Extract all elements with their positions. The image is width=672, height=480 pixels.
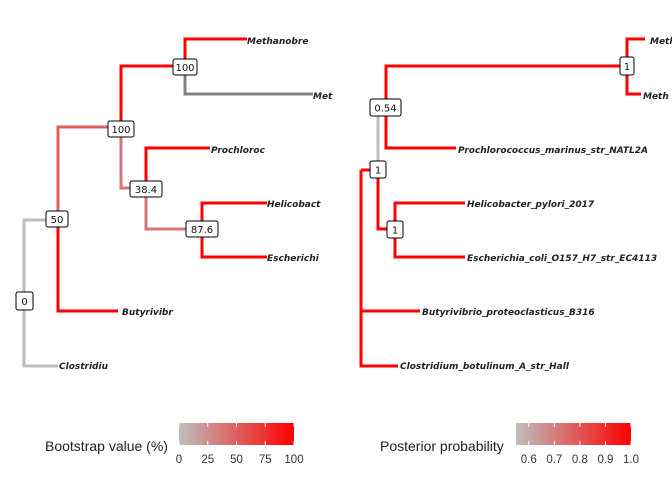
branch-to-methanobre	[183, 37, 247, 66]
branch-root-to-clostridium-right	[359, 170, 398, 368]
posterior-legend: Posterior probability 0.6 0.7 0.8 0.9 1.0	[380, 423, 639, 466]
branch-root-to-butyrivibrio-clade	[22, 218, 58, 301]
bootstrap-legend-tick-label: 25	[201, 454, 214, 466]
colorbar-bootstrap	[179, 423, 294, 445]
node-label-proteo-cyano-methano-clade: 100	[107, 120, 135, 138]
branch-to-butyrivibrio	[56, 220, 118, 313]
posterior-legend-tick-label: 1.0	[623, 454, 639, 466]
branch-to-methanogen-clade	[119, 64, 185, 127]
tip-prochlorococcus: Prochlorococcus_marinus_str_NATL2A	[458, 146, 648, 156]
svg-text:0: 0	[21, 297, 27, 308]
branch-to-escherichia-right	[393, 229, 465, 259]
node-label-proteo-cyano-methano-clade-right: 0.54	[369, 98, 402, 117]
tip-butyrivibrio: Butyrivibrio_proteoclasticus_B316	[422, 308, 595, 318]
bootstrap-legend-tick-label: 75	[259, 454, 272, 466]
node-label-root: 0	[15, 291, 34, 311]
svg-text:0.54: 0.54	[374, 104, 396, 115]
tip-helicobact: Helicobact	[267, 200, 321, 210]
branch-to-prochloroc	[144, 146, 210, 188]
posterior-legend-tick-label: 0.7	[546, 454, 562, 466]
node-label-butyrivibrio-clade: 50	[45, 210, 69, 228]
node-label-methanogen-clade-right: 1	[619, 56, 635, 76]
bootstrap-legend-tick-label: 50	[230, 454, 243, 466]
svg-text:100: 100	[175, 63, 194, 74]
tip-butyrivibr: Butyrivibr	[122, 308, 173, 318]
branch-to-proteo-clade-right	[376, 170, 395, 231]
posterior-legend-tick-label: 0.8	[572, 454, 588, 466]
branch-to-helicobacter-right	[393, 201, 465, 229]
tip-clostridium: Clostridium_botulinum_A_str_Hall	[400, 362, 570, 372]
branch-root-to-butyrivibrio-right	[359, 170, 420, 313]
tip-met: Met	[313, 92, 333, 102]
tip-met-right: Meth	[643, 92, 669, 102]
svg-text:1: 1	[375, 166, 381, 177]
svg-text:100: 100	[111, 125, 130, 136]
svg-text:50: 50	[51, 215, 64, 226]
bootstrap-legend-tick-label: 0	[176, 454, 182, 466]
branch-to-proteo-clade	[144, 188, 202, 231]
svg-text:87.6: 87.6	[191, 225, 213, 236]
svg-text:1: 1	[624, 62, 630, 73]
node-label-methanogen-clade: 100	[172, 58, 198, 76]
branch-to-methanogen-clade-right	[384, 64, 627, 108]
bootstrap-legend-tick-label: 100	[284, 454, 303, 466]
posterior-legend-tick-label: 0.9	[597, 454, 613, 466]
legend-title-bootstrap: Bootstrap value (%)	[45, 438, 168, 454]
tip-methanobre-right: Meth	[650, 37, 672, 47]
posterior-tree: Meth Meth Prochlorococcus_marinus_str_NA…	[359, 37, 672, 372]
node-label-proteo-clade: 87.6	[185, 220, 219, 238]
node-label-proteo-clade-right: 1	[386, 220, 404, 239]
node-label-cyano-proteo-clade-right: 1	[369, 160, 387, 179]
tip-clostridiu: Clostridiu	[59, 362, 109, 372]
legend-title-posterior: Posterior probability	[380, 438, 504, 454]
tip-methanobre: Methanobre	[247, 37, 308, 47]
branch-to-escherichi	[200, 229, 267, 259]
branch-to-met	[183, 66, 313, 96]
branch-to-prochlorococcus-right	[384, 108, 456, 150]
branch-to-helicobact	[200, 201, 267, 229]
colorbar-posterior	[516, 423, 631, 445]
branch-root-to-clostridium	[22, 301, 58, 368]
posterior-legend-tick-label: 0.6	[521, 454, 537, 466]
bootstrap-legend: Bootstrap value (%) 0 25 50 75 100	[45, 423, 304, 466]
branch-to-proteo-cyano-methano-clade	[56, 125, 121, 220]
tip-prochloroc: Prochloroc	[211, 146, 266, 156]
tip-escherichi: Escherichi	[267, 254, 320, 264]
tip-escherichia: Escherichia_coli_O157_H7_str_EC4113	[467, 254, 657, 264]
svg-text:1: 1	[392, 226, 398, 237]
node-label-cyano-proteo-clade: 38.4	[129, 180, 163, 198]
bootstrap-tree: Methanobre Met Prochloroc Helicobact Esc…	[15, 37, 333, 372]
tip-helicobacter: Helicobacter_pylori_2017	[467, 200, 595, 210]
svg-text:38.4: 38.4	[135, 185, 157, 196]
